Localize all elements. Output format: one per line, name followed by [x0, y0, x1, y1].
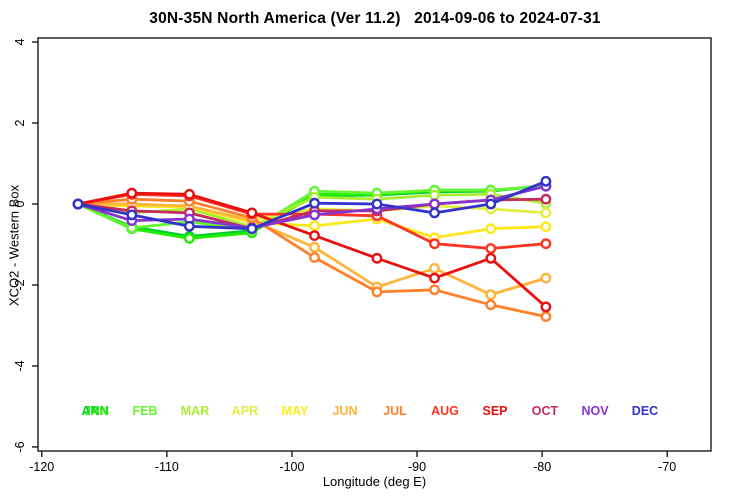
- data-point-marker: [540, 207, 552, 219]
- x-tick-label: -70: [658, 460, 676, 474]
- data-point-marker: [309, 220, 320, 232]
- data-point-marker: [246, 207, 258, 219]
- data-point-marker: [540, 272, 552, 284]
- data-point-marker: [72, 198, 84, 210]
- data-point-marker: [540, 238, 552, 250]
- data-point-marker: [540, 311, 552, 322]
- x-tick-label: -90: [408, 460, 426, 474]
- data-point-marker: [429, 284, 440, 296]
- data-point-marker: [429, 189, 440, 201]
- data-point-marker: [309, 252, 320, 263]
- legend-item-nov: NOV: [581, 404, 609, 418]
- legend-item-jul: JUL: [383, 404, 407, 418]
- legend-item-mar: MAR: [181, 404, 209, 418]
- y-tick-label: 4: [13, 39, 27, 46]
- x-axis-label: Longitude (deg E): [322, 474, 427, 489]
- data-point-marker: [485, 299, 497, 311]
- legend-item-dec: DEC: [632, 404, 658, 418]
- x-tick-label: -80: [533, 460, 551, 474]
- data-point-marker: [183, 188, 195, 200]
- data-point-marker: [485, 223, 497, 235]
- data-point-marker: [126, 187, 138, 199]
- legend-item-may: MAY: [282, 404, 309, 418]
- y-axis: -6 -4 -2 0 2 4: [13, 39, 38, 453]
- data-point-marker: [429, 262, 440, 274]
- y-tick-label: -2: [13, 279, 27, 290]
- data-point-marker: [485, 198, 497, 210]
- data-point-marker: [485, 289, 497, 301]
- series-dec: [72, 175, 552, 235]
- data-point-marker: [485, 252, 497, 264]
- legend-item-jun: JUN: [332, 404, 357, 418]
- data-point-marker: [371, 252, 383, 264]
- x-tick-label: -110: [155, 460, 179, 474]
- chart-title: 30N-35N North America (Ver 11.2) 2014-09…: [149, 10, 601, 27]
- data-point-marker: [309, 230, 320, 242]
- legend-item-apr: APR: [232, 404, 258, 418]
- y-tick-label: -6: [13, 441, 27, 452]
- y-axis-label: XCO2 - Western Box: [6, 184, 22, 307]
- data-point-marker: [126, 209, 138, 221]
- legend-item-ann: ANN: [81, 404, 108, 418]
- data-point-marker: [540, 301, 552, 313]
- legend-item-jan: JAN: [84, 404, 109, 418]
- data-point-marker: [309, 209, 320, 221]
- legend-item-aug: AUG: [431, 404, 459, 418]
- data-point-marker: [540, 221, 552, 233]
- data-point-marker: [540, 193, 552, 205]
- y-tick-label: 2: [13, 120, 27, 127]
- y-tick-label: 0: [13, 200, 27, 207]
- data-point-marker: [485, 243, 497, 254]
- legend-item-oct: OCT: [532, 404, 559, 418]
- x-axis: -120 -110 -100 -90 -80 -70: [29, 451, 676, 474]
- plot-border: [37, 37, 712, 452]
- data-point-marker: [429, 272, 440, 284]
- data-point-marker: [371, 198, 383, 210]
- legend-item-sep: SEP: [482, 404, 507, 418]
- data-point-marker: [429, 238, 440, 250]
- data-point-marker: [429, 207, 440, 219]
- data-point-marker: [183, 220, 195, 232]
- x-tick-label: -100: [279, 460, 304, 474]
- y-tick-label: -4: [13, 360, 27, 371]
- data-point-marker: [309, 197, 320, 209]
- data-point-marker: [309, 241, 320, 253]
- data-point-marker: [183, 232, 195, 244]
- data-point-marker: [540, 175, 552, 187]
- x-tick-label: -120: [29, 460, 54, 474]
- data-point-marker: [371, 286, 383, 298]
- data-point-marker: [429, 198, 440, 210]
- data-point-marker: [246, 223, 258, 235]
- legend-item-feb: FEB: [133, 404, 158, 418]
